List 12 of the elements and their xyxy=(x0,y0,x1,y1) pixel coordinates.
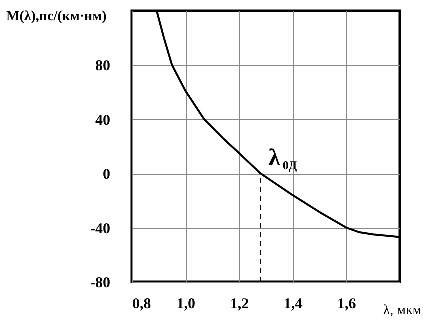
x-axis-title: λ, мкм xyxy=(383,304,422,318)
y-tick-label: -80 xyxy=(90,276,110,292)
x-tick-label: 1,6 xyxy=(338,296,357,312)
y-tick-label: 40 xyxy=(96,112,110,129)
x-tick-label: 1,0 xyxy=(176,296,196,312)
y-axis-title: M(λ),пс/(км·нм) xyxy=(6,10,108,24)
y-tick-label: -40 xyxy=(90,221,110,238)
y-tick-label: 0 xyxy=(103,167,110,184)
x-tick-label: 1,2 xyxy=(230,296,250,312)
x-tick-label: 1,4 xyxy=(284,296,304,312)
y-tick-label: 80 xyxy=(96,58,110,75)
x-tick-label: 0,8 xyxy=(132,296,152,312)
